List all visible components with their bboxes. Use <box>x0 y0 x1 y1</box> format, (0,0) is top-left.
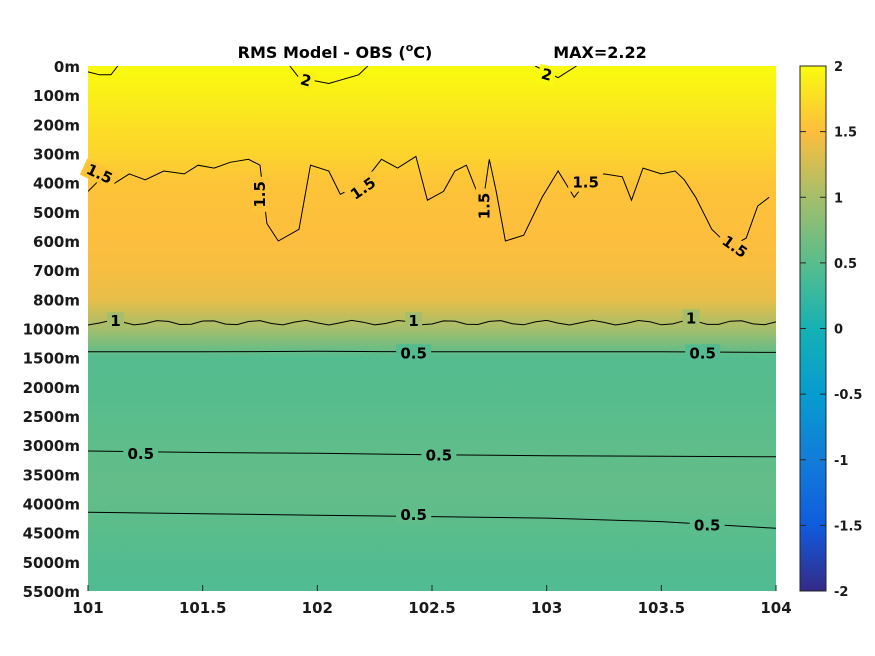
plot-area: 2 21.51.5 1.51.51.51.51 1 10.5 0.50.5 0.50.50.… <box>79 63 776 591</box>
contour-label-bg <box>405 312 423 331</box>
contour-label: 1 <box>110 312 120 330</box>
contour-label: 0.5 <box>400 506 427 524</box>
x-tick-label: 102.5 <box>408 599 455 617</box>
contour-level-0.5 <box>88 350 776 353</box>
colorbar-tick-label: -1 <box>834 454 848 469</box>
y-tick-label: 0m <box>54 58 80 76</box>
contour-level-2 <box>88 66 119 76</box>
colorbar-tick-label: 2 <box>834 60 843 75</box>
y-tick-label: 2000m <box>23 379 80 397</box>
contour-label: 0.5 <box>694 516 721 534</box>
y-tick-label: 800m <box>33 291 80 309</box>
contour-label-bg <box>421 446 457 465</box>
colorbar-tick-label: -2 <box>834 585 848 600</box>
contour-level-2 <box>289 66 369 85</box>
contour-label-bg <box>536 63 558 86</box>
heatmap-field <box>88 66 776 591</box>
y-tick-label: 5500m <box>23 583 80 601</box>
y-tick-label: 300m <box>33 146 80 164</box>
y-tick-label: 4000m <box>23 496 80 514</box>
x-tick-label: 103.5 <box>638 599 685 617</box>
max-label: MAX=2.22 <box>553 43 647 62</box>
contour-label-bg <box>715 229 755 265</box>
contour-label: 1 <box>408 312 418 330</box>
colorbar-tick-label: 0 <box>834 323 843 338</box>
contour-level-1.5 <box>88 155 770 248</box>
contour-label: 1.5 <box>476 193 494 220</box>
contour-label: 1.5 <box>251 181 269 208</box>
contour-label-bg <box>685 344 721 363</box>
y-tick-label: 4500m <box>23 525 80 543</box>
contour-label: 2 <box>298 71 313 91</box>
contour-level-1 <box>88 319 776 326</box>
contour-label: 1 <box>686 309 696 327</box>
x-tick-label: 104 <box>760 599 791 617</box>
contour-level-0.5 <box>88 511 776 529</box>
y-tick-label: 3000m <box>23 437 80 455</box>
colorbar: 2 1.5 1 0.5 0 -0.5 -1 -1.5 -2 <box>799 60 862 600</box>
colorbar-tick-label: -0.5 <box>834 388 862 403</box>
x-tick-label: 102 <box>302 599 333 617</box>
contour-label-bg <box>343 171 383 206</box>
y-tick-label: 500m <box>33 204 80 222</box>
contour-label-bg <box>396 506 432 525</box>
y-tick-label: 400m <box>33 175 80 193</box>
contour-label: 2 <box>539 65 554 85</box>
contour-label-bg <box>295 69 317 92</box>
contour-label-bg <box>107 312 125 331</box>
contour-label: 0.5 <box>689 344 716 362</box>
contour-label-bg <box>475 188 494 224</box>
colorbar-tick-label: 1.5 <box>834 126 857 141</box>
contour-label: 0.5 <box>426 446 453 464</box>
colorbar-tick-label: 0.5 <box>834 257 857 272</box>
contour-label-bg <box>396 344 432 363</box>
x-tick-label: 101.5 <box>179 599 226 617</box>
y-axis: 0m 100m 200m 300m 400m 500m 600m 700m 800m 1000m 1… <box>23 58 80 601</box>
y-tick-label: 5000m <box>23 554 80 572</box>
contour-label: 0.5 <box>400 344 427 362</box>
contour-label: 1.5 <box>572 174 599 192</box>
y-tick-label: 1000m <box>23 321 80 339</box>
colorbar-ticks: 2 1.5 1 0.5 0 -0.5 -1 -1.5 -2 <box>800 60 862 600</box>
contour-label-bg <box>689 516 725 535</box>
y-tick-label: 3500m <box>23 466 80 484</box>
y-tick-label: 100m <box>33 87 80 105</box>
contour-label-bg <box>79 158 120 190</box>
colorbar-tick-label: -1.5 <box>834 519 862 534</box>
x-tick-label: 101 <box>72 599 103 617</box>
contour-label-bg <box>568 173 604 192</box>
y-tick-label: 600m <box>33 233 80 251</box>
contour-label-bg <box>251 176 269 212</box>
chart-title: RMS Model - OBS (oC) <box>238 41 433 62</box>
contour-label-bg <box>682 309 700 328</box>
contour-label: 0.5 <box>127 445 154 463</box>
y-tick-label: 700m <box>33 262 80 280</box>
contour-label-bg <box>123 444 159 463</box>
y-tick-label: 1500m <box>23 350 80 368</box>
y-tick-label: 200m <box>33 116 80 134</box>
y-tick-label: 2500m <box>23 408 80 426</box>
contour-label-group: 2 21.51.5 1.51.51.51.51 1 10.5 0.50.5 0.50.50.… <box>79 63 755 535</box>
x-tick-label: 103 <box>531 599 562 617</box>
x-axis: 101 101.5 102 102.5 103 103.5 104 <box>72 585 792 617</box>
colorbar-tick-label: 1 <box>834 191 843 206</box>
